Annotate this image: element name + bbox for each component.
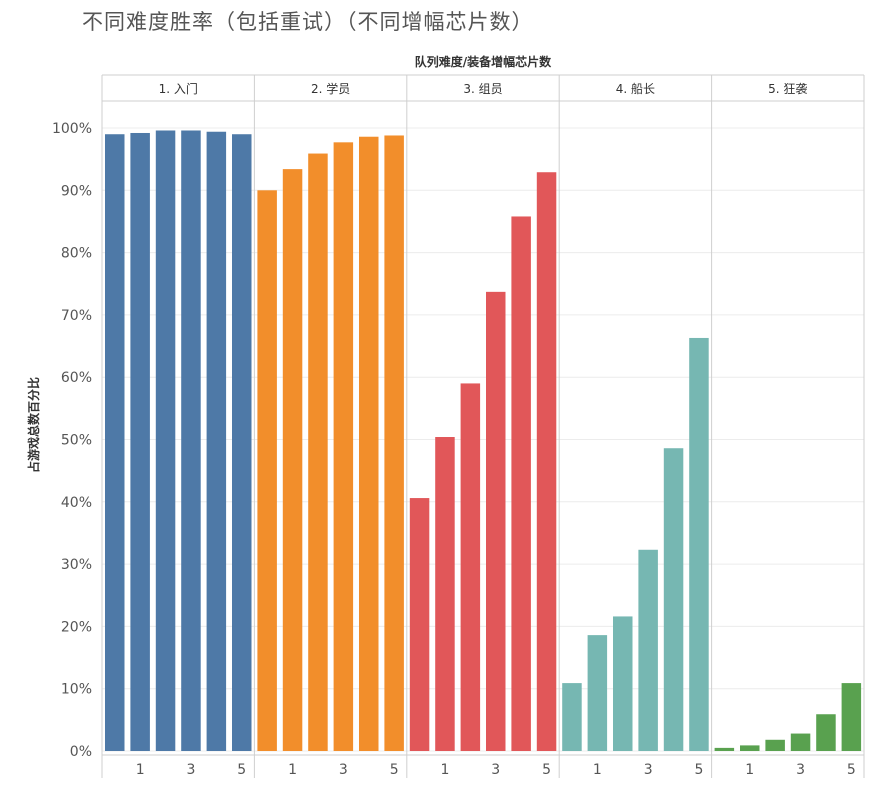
bar (130, 132, 150, 751)
y-tick-label: 90% (61, 183, 92, 199)
x-tick-label: 5 (237, 762, 246, 778)
y-tick-label: 50% (61, 433, 92, 449)
x-tick-label: 1 (136, 762, 145, 778)
bar (181, 130, 201, 751)
y-tick-label: 80% (61, 246, 92, 262)
column-header: 队列难度/装备增幅芯片数 (415, 54, 552, 69)
x-tick-label: 1 (593, 762, 602, 778)
bar (714, 747, 735, 751)
bar (206, 131, 227, 751)
panel-labels: 1. 入门 2. 学员 3. 组员 4. 船长 5. 狂袭 (159, 81, 808, 96)
bar (257, 190, 277, 752)
x-axis: 1 3 5 1 3 5 1 3 5 1 3 5 1 3 5 (136, 762, 856, 778)
x-tick-label: 3 (339, 762, 348, 778)
y-tick-label: 100% (52, 121, 92, 137)
bar (409, 498, 430, 751)
y-axis: 0% 10% 20% 30% 40% 50% 60% 70% 80% 90% 100% (52, 121, 92, 760)
y-tick-label: 40% (61, 495, 92, 511)
x-tick-label: 1 (288, 762, 297, 778)
bar (638, 549, 658, 751)
bar (359, 136, 379, 752)
x-tick-label: 3 (186, 762, 195, 778)
panel-label: 5. 狂袭 (768, 81, 807, 96)
y-tick-label: 10% (61, 682, 92, 698)
bar (562, 683, 582, 751)
bar (308, 153, 328, 752)
bar (536, 172, 557, 751)
y-tick-label: 0% (70, 744, 92, 760)
bar (790, 733, 811, 751)
bar (587, 635, 608, 751)
bar (663, 448, 684, 751)
y-tick-label: 20% (61, 619, 92, 635)
x-tick-label: 5 (542, 762, 551, 778)
chart-title: 不同难度胜率（包括重试）（不同增幅芯片数） (82, 10, 534, 34)
y-axis-label: 占游戏总数百分比 (26, 377, 41, 473)
y-tick-label: 60% (61, 370, 92, 386)
bar (816, 714, 836, 751)
bar (613, 616, 633, 751)
panel-label: 2. 学员 (311, 81, 350, 96)
y-tick-label: 70% (61, 308, 92, 324)
x-tick-label: 5 (390, 762, 399, 778)
bar (460, 383, 481, 751)
bar (155, 130, 176, 751)
x-tick-label: 1 (440, 762, 449, 778)
bar (435, 437, 455, 751)
bar (689, 337, 709, 751)
x-tick-label: 5 (694, 762, 703, 778)
bar (841, 683, 862, 751)
x-tick-label: 3 (796, 762, 805, 778)
bar (511, 216, 531, 751)
panel-label: 1. 入门 (159, 81, 198, 96)
x-tick-label: 5 (847, 762, 856, 778)
y-tick-label: 30% (61, 557, 92, 573)
bar (765, 739, 785, 751)
panel-label: 4. 船长 (616, 82, 655, 96)
bar (486, 291, 506, 751)
panel-frames (101, 74, 865, 778)
x-tick-label: 1 (745, 762, 754, 778)
gridlines (102, 127, 864, 752)
panel-label: 3. 组员 (463, 82, 502, 96)
bar (232, 134, 252, 752)
x-tick-label: 3 (491, 762, 500, 778)
bar (282, 169, 303, 752)
bar (384, 135, 404, 751)
bar (740, 745, 760, 751)
bar (105, 134, 125, 752)
x-tick-label: 3 (644, 762, 653, 778)
bar (333, 142, 354, 752)
bars (105, 130, 862, 752)
